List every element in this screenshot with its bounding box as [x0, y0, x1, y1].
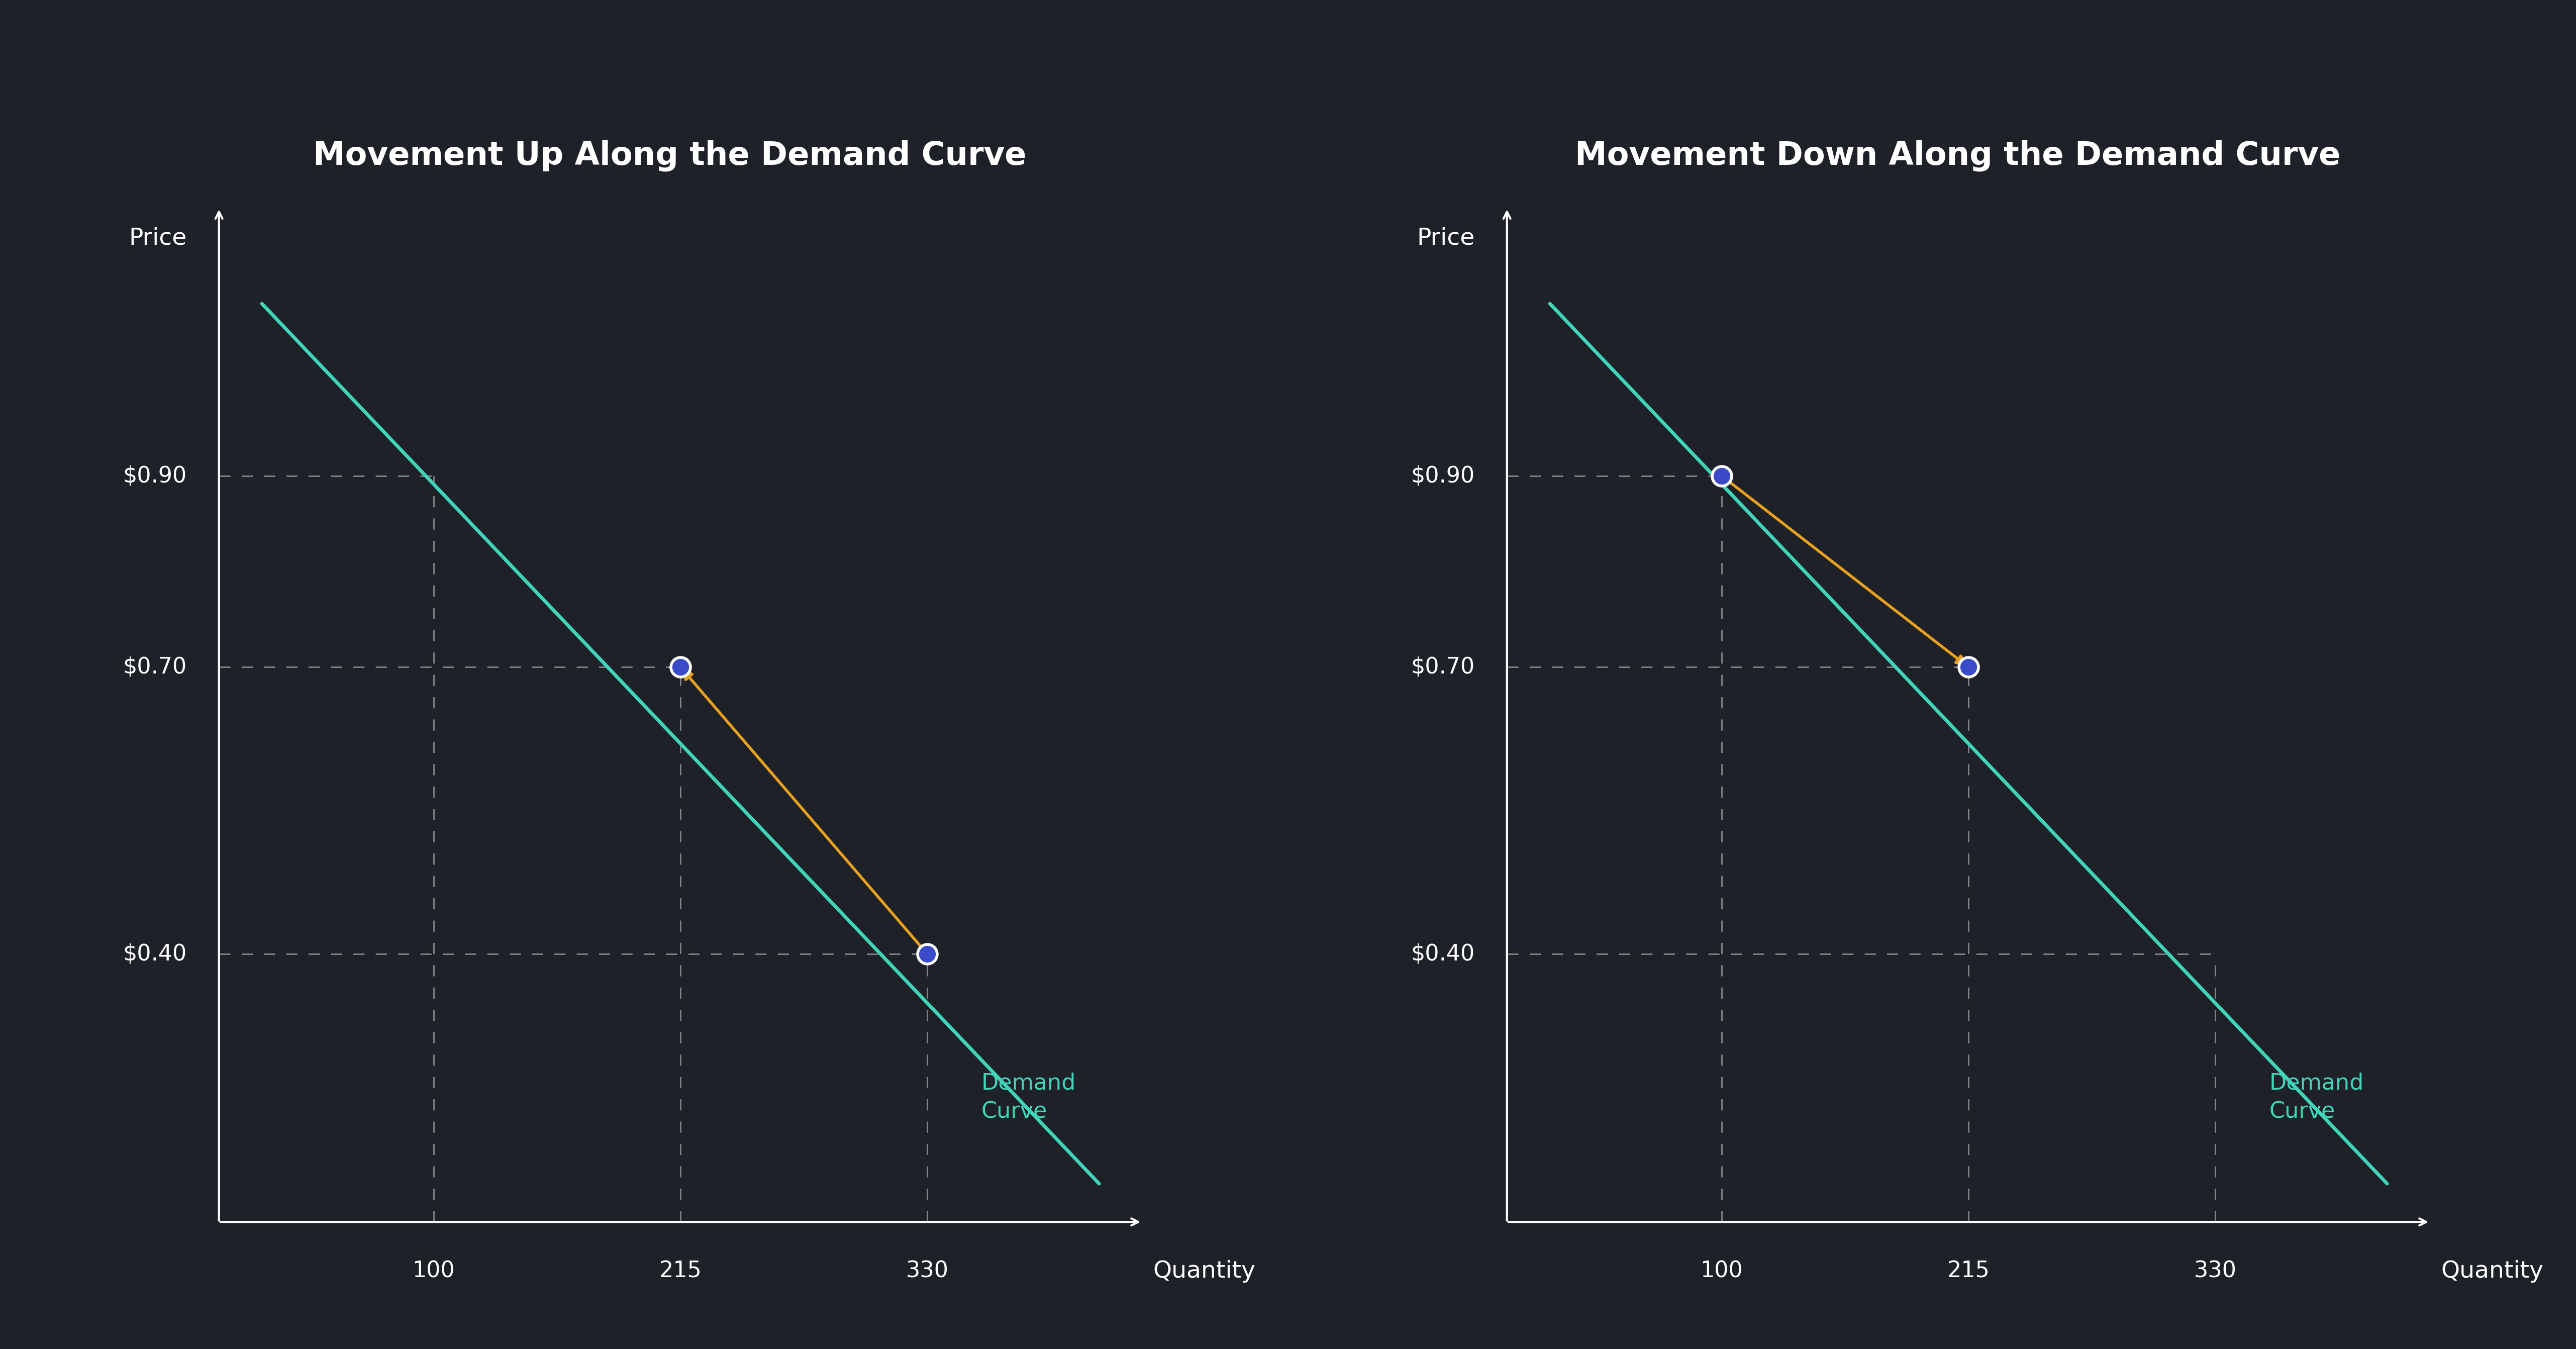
Text: $0.70: $0.70 — [1412, 657, 1476, 679]
Text: $0.90: $0.90 — [1412, 465, 1476, 487]
Text: $0.40: $0.40 — [1412, 943, 1476, 965]
Title: Movement Down Along the Demand Curve: Movement Down Along the Demand Curve — [1574, 140, 2342, 171]
Text: Quantity: Quantity — [2442, 1260, 2543, 1283]
Text: Price: Price — [129, 227, 188, 250]
Title: Movement Up Along the Demand Curve: Movement Up Along the Demand Curve — [314, 140, 1025, 171]
Text: $0.70: $0.70 — [124, 657, 188, 679]
Text: Demand
Curve: Demand Curve — [981, 1072, 1077, 1122]
Text: Demand
Curve: Demand Curve — [2269, 1072, 2365, 1122]
Text: $0.40: $0.40 — [124, 943, 188, 965]
Text: 330: 330 — [907, 1260, 948, 1282]
Text: 330: 330 — [2195, 1260, 2236, 1282]
Text: $0.90: $0.90 — [124, 465, 188, 487]
Text: Price: Price — [1417, 227, 1476, 250]
Text: Quantity: Quantity — [1154, 1260, 1255, 1283]
Text: 215: 215 — [659, 1260, 701, 1282]
Text: 100: 100 — [412, 1260, 456, 1282]
Text: 215: 215 — [1947, 1260, 1989, 1282]
Text: 100: 100 — [1700, 1260, 1744, 1282]
